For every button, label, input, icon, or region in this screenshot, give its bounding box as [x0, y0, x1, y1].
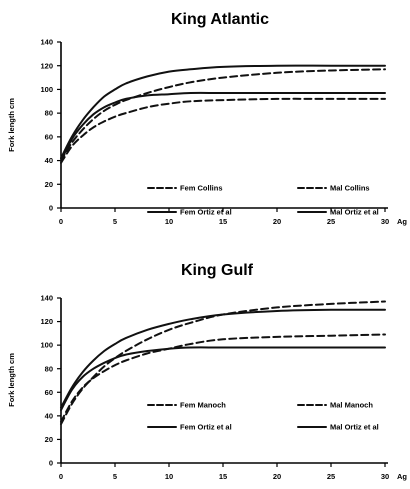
- y-tick-label: 100: [40, 341, 53, 350]
- x-tick-label: 0: [59, 217, 63, 226]
- legend-label: Mal Ortiz et al: [330, 423, 379, 432]
- y-tick-label: 60: [45, 388, 53, 397]
- x-tick-label: 15: [219, 472, 227, 481]
- y-tick-label: 120: [40, 317, 53, 326]
- y-tick-label: 40: [45, 156, 53, 165]
- series-line-fem-ortiz-et-al: [60, 91, 386, 162]
- y-tick-label: 140: [40, 38, 53, 47]
- x-tick-label: 30: [381, 472, 389, 481]
- legend-label: Mal Collins: [330, 184, 370, 193]
- legend-label: Fem Collins: [180, 184, 223, 193]
- x-axis-label: Ag: [397, 472, 407, 481]
- x-tick-label: 30: [381, 217, 389, 226]
- series-line-fem-ortiz-et-al: [60, 346, 386, 411]
- series-line-mal-ortiz-et-al: [60, 64, 386, 160]
- x-tick-label: 15: [219, 217, 227, 226]
- x-tick-label: 20: [273, 472, 281, 481]
- y-axis-label: Fork length cm: [7, 98, 16, 152]
- y-tick-label: 20: [45, 435, 53, 444]
- x-tick-label: 20: [273, 217, 281, 226]
- x-tick-label: 10: [165, 472, 173, 481]
- y-tick-label: 60: [45, 132, 53, 141]
- legend-label: Fem Manoch: [180, 401, 226, 410]
- x-tick-label: 5: [113, 217, 117, 226]
- legend-label: Fem Ortiz et al: [180, 208, 232, 217]
- legend-label: Mal Ortiz et al: [330, 208, 379, 217]
- y-tick-label: 40: [45, 411, 53, 420]
- chart-title: King Gulf: [181, 262, 254, 279]
- y-tick-label: 80: [45, 109, 53, 118]
- x-tick-label: 5: [113, 472, 117, 481]
- series-line-mal-manoch: [60, 300, 386, 426]
- y-tick-label: 140: [40, 294, 53, 303]
- series-line-fem-collins: [60, 97, 386, 164]
- x-tick-label: 25: [327, 217, 335, 226]
- y-tick-label: 20: [45, 180, 53, 189]
- y-axis-label: Fork length cm: [7, 353, 16, 407]
- x-axis-label: Ag: [397, 217, 407, 226]
- x-tick-label: 0: [59, 472, 63, 481]
- y-tick-label: 0: [49, 459, 53, 468]
- legend-label: Fem Ortiz et al: [180, 423, 232, 432]
- y-tick-label: 120: [40, 61, 53, 70]
- y-tick-label: 0: [49, 204, 53, 213]
- series-line-mal-collins: [60, 68, 386, 162]
- y-tick-label: 80: [45, 364, 53, 373]
- series-line-fem-manoch: [60, 333, 386, 423]
- series-line-mal-ortiz-et-al: [60, 308, 386, 409]
- x-tick-label: 25: [327, 472, 335, 481]
- legend-label: Mal Manoch: [330, 401, 373, 410]
- y-tick-label: 100: [40, 85, 53, 94]
- chart-title: King Atlantic: [171, 11, 269, 28]
- x-tick-label: 10: [165, 217, 173, 226]
